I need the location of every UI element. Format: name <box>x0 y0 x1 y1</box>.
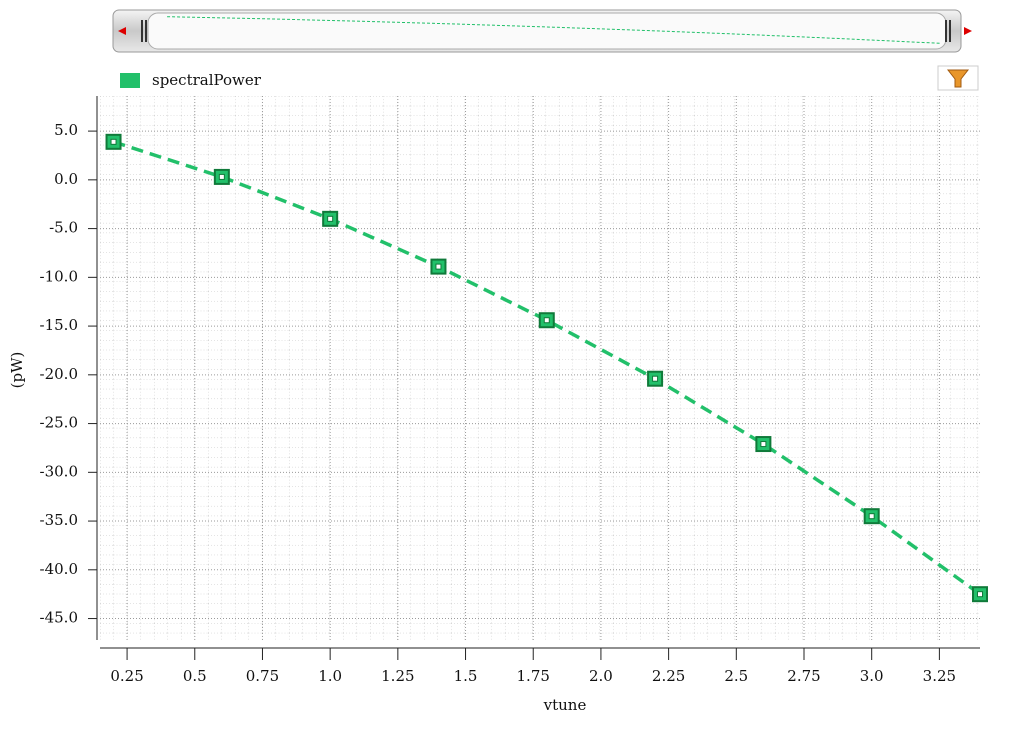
x-tick-label: 2.0 <box>589 667 613 685</box>
series-line <box>112 140 982 596</box>
point-center <box>760 441 767 448</box>
x-tick-label: 3.0 <box>860 667 884 685</box>
point-center <box>543 317 550 324</box>
y-tick-label: 5.0 <box>54 121 78 139</box>
y-tick-label: -5.0 <box>49 219 78 237</box>
x-tick-label: 3.25 <box>923 667 956 685</box>
legend-label: spectralPower <box>152 71 262 89</box>
x-tick-label: 1.0 <box>318 667 342 685</box>
x-axis-label: vtune <box>543 696 587 714</box>
x-tick-label: 1.75 <box>517 667 550 685</box>
x-tick-label: 0.25 <box>110 667 143 685</box>
filter-icon <box>946 69 970 88</box>
legend-swatch <box>120 73 140 88</box>
y-tick-label: -10.0 <box>40 267 78 285</box>
x-tick-label: 1.25 <box>381 667 414 685</box>
overview-line <box>167 16 941 44</box>
point-center <box>327 215 334 222</box>
x-tick-label: 2.75 <box>787 667 820 685</box>
x-tick-label: 1.5 <box>454 667 478 685</box>
point-center <box>977 591 983 598</box>
x-tick-label: 0.5 <box>183 667 207 685</box>
y-tick-label: 0.0 <box>54 170 78 188</box>
y-tick-label: -35.0 <box>40 511 78 529</box>
point-center <box>218 173 225 180</box>
y-tick-label: -20.0 <box>40 365 78 383</box>
range-scrollbar[interactable] <box>112 9 972 53</box>
y-tick-label: -15.0 <box>40 316 78 334</box>
y-tick-label: -30.0 <box>40 462 78 480</box>
scroll-right[interactable] <box>964 27 972 35</box>
y-tick-label: -40.0 <box>40 560 78 578</box>
minor-grid <box>100 96 980 640</box>
x-tick-label: 2.25 <box>652 667 685 685</box>
point-center <box>110 138 117 145</box>
y-tick-label: -25.0 <box>40 414 78 432</box>
x-tick-label: 2.5 <box>724 667 748 685</box>
filter-button[interactable] <box>937 65 979 91</box>
scroll-left[interactable] <box>118 27 126 35</box>
y-tick-label: -45.0 <box>40 609 78 627</box>
y-axis-label: (pW) <box>8 352 26 389</box>
point-center <box>868 513 875 520</box>
point-center <box>652 375 659 382</box>
point-center <box>435 263 442 270</box>
x-tick-label: 0.75 <box>246 667 279 685</box>
